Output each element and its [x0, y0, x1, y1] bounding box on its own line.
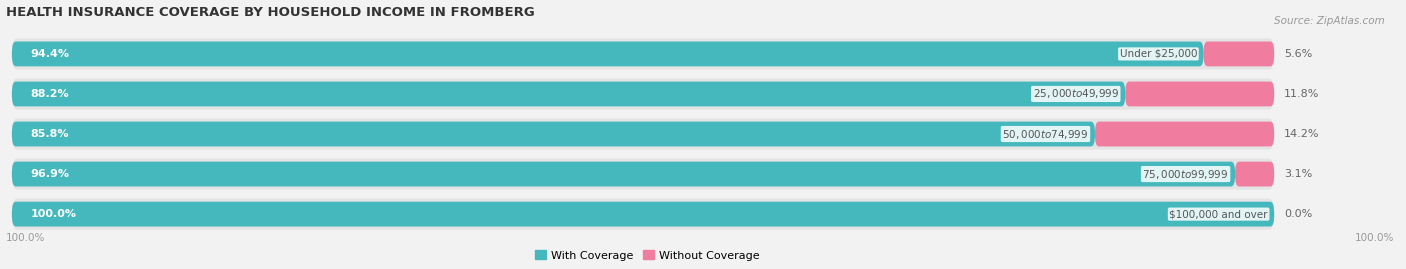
FancyBboxPatch shape [11, 199, 1274, 230]
Text: 5.6%: 5.6% [1284, 49, 1313, 59]
Text: 3.1%: 3.1% [1284, 169, 1313, 179]
Text: 94.4%: 94.4% [31, 49, 70, 59]
FancyBboxPatch shape [1095, 122, 1274, 146]
Text: 100.0%: 100.0% [31, 209, 77, 219]
FancyBboxPatch shape [11, 202, 1274, 226]
Text: 85.8%: 85.8% [31, 129, 69, 139]
FancyBboxPatch shape [11, 122, 1095, 146]
Legend: With Coverage, Without Coverage: With Coverage, Without Coverage [530, 246, 765, 265]
FancyBboxPatch shape [1234, 162, 1274, 186]
FancyBboxPatch shape [1125, 82, 1274, 106]
Text: 88.2%: 88.2% [31, 89, 69, 99]
FancyBboxPatch shape [11, 41, 1204, 66]
FancyBboxPatch shape [11, 118, 1274, 150]
Text: Source: ZipAtlas.com: Source: ZipAtlas.com [1274, 16, 1385, 26]
Text: $25,000 to $49,999: $25,000 to $49,999 [1032, 87, 1119, 100]
FancyBboxPatch shape [11, 162, 1234, 186]
Text: $50,000 to $74,999: $50,000 to $74,999 [1002, 128, 1088, 140]
Text: $75,000 to $99,999: $75,000 to $99,999 [1143, 168, 1229, 180]
Text: 100.0%: 100.0% [6, 233, 45, 243]
Text: 100.0%: 100.0% [1355, 233, 1395, 243]
Text: 11.8%: 11.8% [1284, 89, 1320, 99]
Text: 14.2%: 14.2% [1284, 129, 1320, 139]
FancyBboxPatch shape [11, 78, 1274, 109]
FancyBboxPatch shape [11, 38, 1274, 70]
FancyBboxPatch shape [11, 158, 1274, 190]
Text: 96.9%: 96.9% [31, 169, 70, 179]
Text: HEALTH INSURANCE COVERAGE BY HOUSEHOLD INCOME IN FROMBERG: HEALTH INSURANCE COVERAGE BY HOUSEHOLD I… [6, 6, 534, 19]
Text: $100,000 and over: $100,000 and over [1170, 209, 1268, 219]
Text: 0.0%: 0.0% [1284, 209, 1313, 219]
Text: Under $25,000: Under $25,000 [1119, 49, 1197, 59]
FancyBboxPatch shape [1204, 41, 1274, 66]
FancyBboxPatch shape [11, 82, 1125, 106]
